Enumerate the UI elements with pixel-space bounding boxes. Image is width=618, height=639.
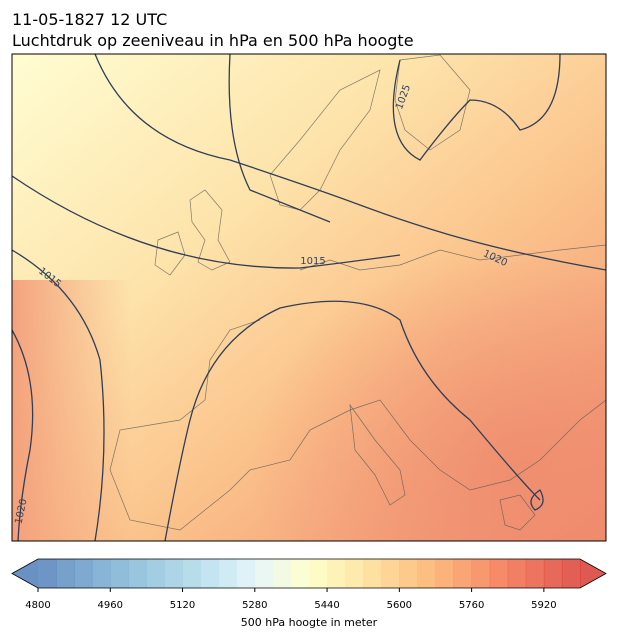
contour-label: 1020 [14, 498, 30, 525]
colorbar-segment [236, 559, 256, 588]
colorbar-segment [345, 559, 364, 588]
colorbar-segment [543, 559, 563, 588]
colorbar-segment [399, 559, 418, 588]
colorbar-segment [182, 559, 202, 588]
colorbar-tick-label: 5600 [387, 600, 412, 611]
colorbar-segment [435, 559, 455, 588]
colorbar-segment [92, 559, 111, 588]
colorbar-tick-label: 5280 [242, 600, 267, 611]
colorbar-segment [38, 559, 57, 588]
colorbar-segment [489, 559, 509, 588]
colorbar-segment [363, 559, 382, 588]
colorbar-segment [218, 559, 238, 588]
subtitle: Luchtdruk op zeeniveau in hPa en 500 hPa… [12, 31, 414, 50]
title: 11-05-1827 12 UTC [12, 10, 167, 29]
colorbar-tick-label: 4960 [98, 600, 123, 611]
colorbar-segment [417, 559, 436, 588]
colorbar-segment [471, 559, 491, 588]
colorbar-segment [200, 559, 220, 588]
colorbar-tick-label: 4800 [25, 600, 50, 611]
colorbar-segment [327, 559, 346, 588]
colorbar-segment [128, 559, 147, 588]
colorbar-segment [254, 559, 274, 588]
colorbar-segment [453, 559, 473, 588]
colorbar: 4800 4960 5120 5280 5440 5600 5760 5920 500 hPa … [11, 558, 607, 629]
colorbar-segment [381, 559, 400, 588]
contour-label: 1015 [300, 256, 325, 267]
colorbar-segment [56, 559, 75, 588]
isobars [12, 54, 606, 541]
colorbar-segment [290, 559, 310, 588]
colorbar-segment [272, 559, 292, 588]
map: 1025 1015 1015 1020 1020 [12, 54, 606, 541]
colorbar-tick-label: 5120 [170, 600, 195, 611]
map-frame [11, 53, 607, 542]
colorbar-tick-label: 5760 [459, 600, 484, 611]
colorbar-tick-label: 5920 [531, 600, 556, 611]
colorbar-label: 500 hPa hoogte in meter [241, 616, 378, 629]
colorbar-segment [74, 559, 93, 588]
colorbar-tick-label: 5440 [314, 600, 339, 611]
colorbar-segment [164, 559, 184, 588]
colorbar-segment [561, 559, 581, 588]
colorbar-extend-high [580, 559, 606, 588]
colorbar-extend-low [12, 559, 38, 588]
colorbar-segment [309, 559, 328, 588]
colorbar-segment [110, 559, 129, 588]
colorbar-segment [525, 559, 545, 588]
colorbar-segment [507, 559, 527, 588]
colorbar-segment [146, 559, 165, 588]
